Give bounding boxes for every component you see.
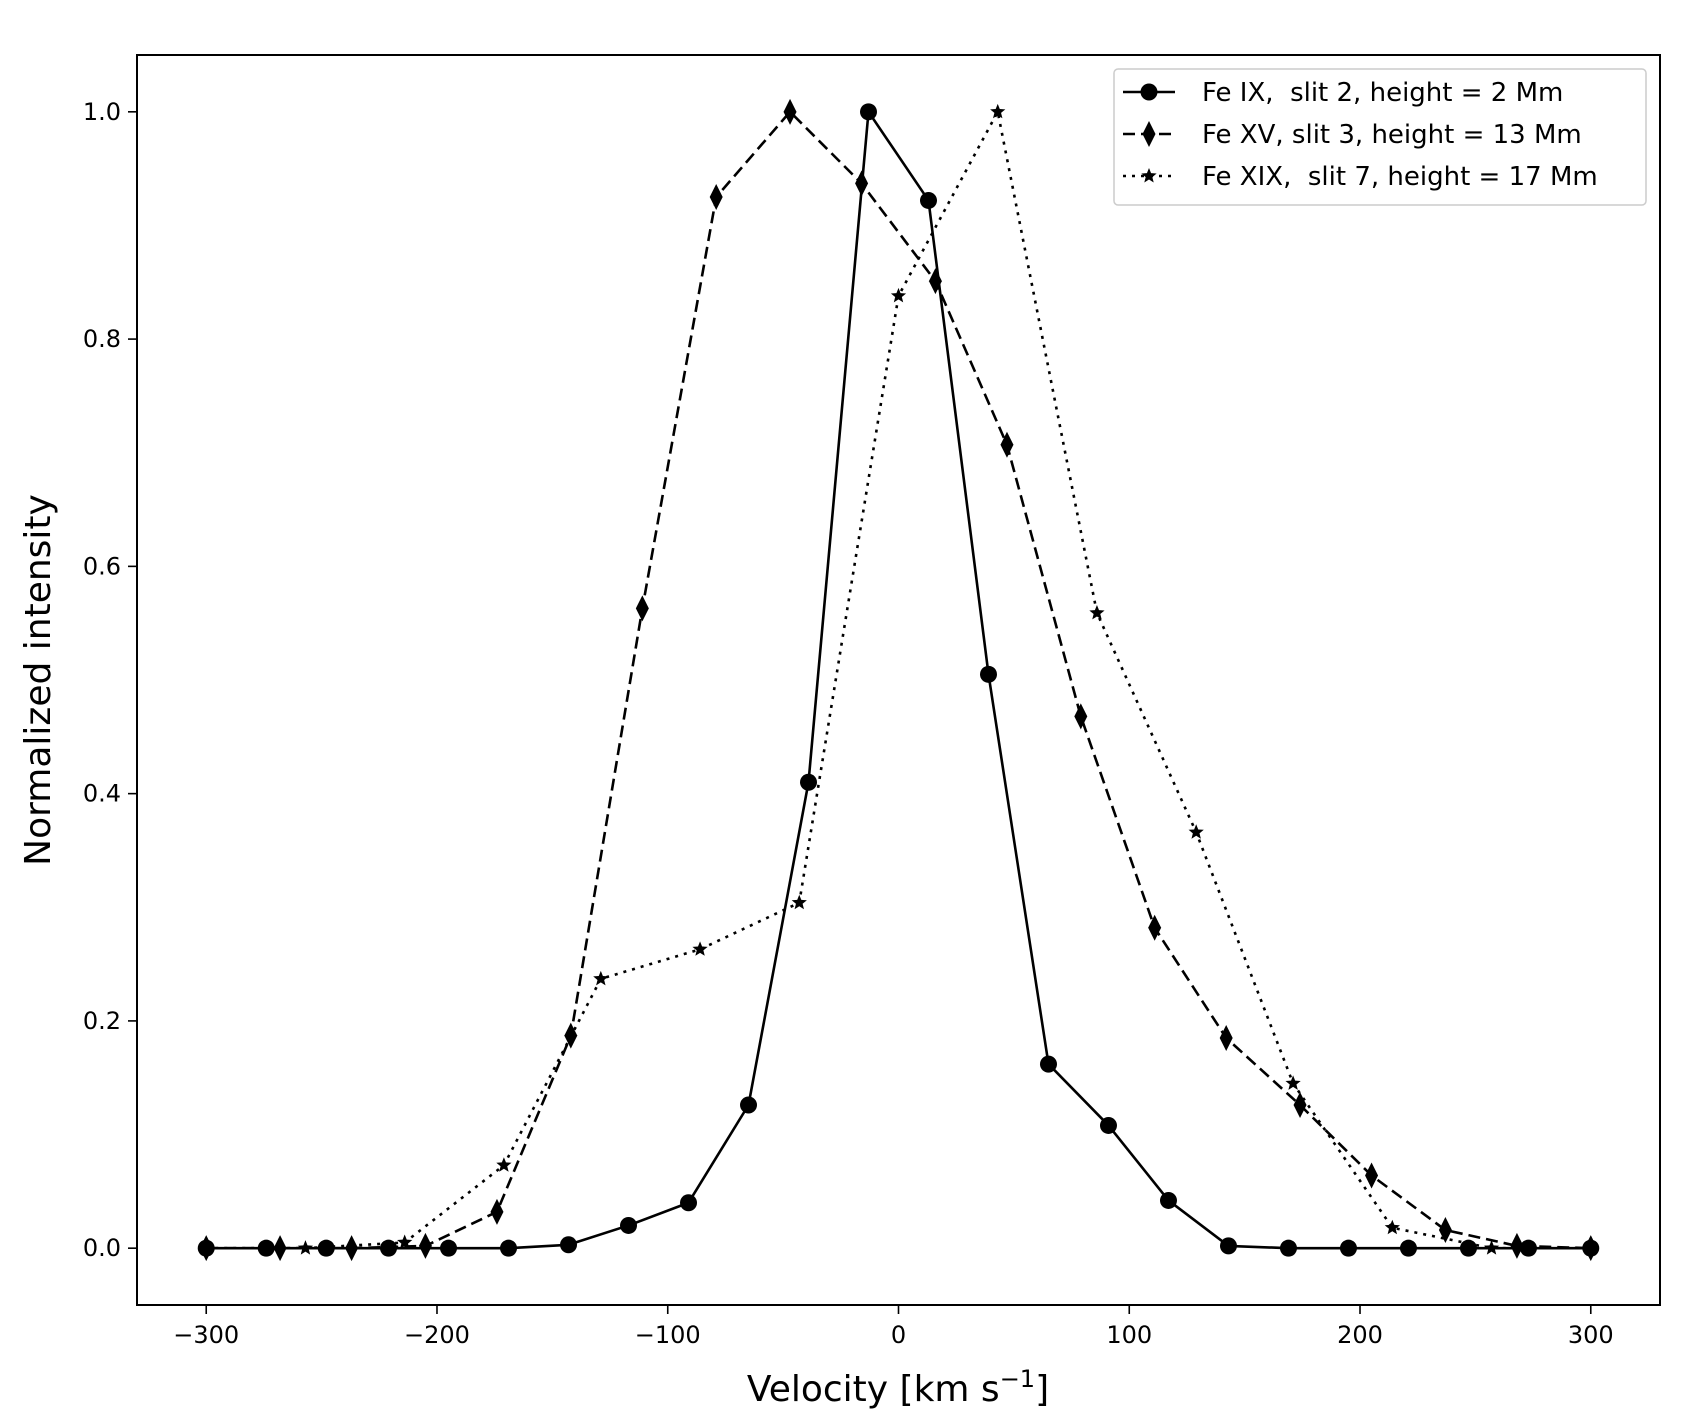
legend-entry-2: Fe XV, slit 3, height = 13 Mm <box>1123 120 1582 150</box>
data-point-diamond <box>1438 1217 1452 1243</box>
data-point-star <box>397 1234 413 1249</box>
data-point-star <box>1583 1240 1599 1255</box>
data-point-circle <box>1039 1055 1057 1073</box>
x-tick-label: −200 <box>404 1321 470 1349</box>
legend-label: Fe XIX, slit 7, height = 17 Mm <box>1202 162 1598 192</box>
x-tick-label: 100 <box>1106 1321 1152 1349</box>
data-point-star <box>1188 824 1204 839</box>
data-point-star <box>593 970 609 986</box>
data-point-diamond <box>1000 431 1014 458</box>
series-line <box>206 110 1591 1250</box>
data-point-circle <box>1459 1239 1477 1257</box>
data-point-circle <box>440 1239 458 1257</box>
plot-frame <box>136 54 1661 1306</box>
y-axis: 0.0 0.2 0.4 0.6 0.8 1.0 <box>83 98 137 1262</box>
data-point-circle <box>620 1216 638 1234</box>
data-point-diamond <box>783 98 797 125</box>
legend-label: Fe XV, slit 3, height = 13 Mm <box>1202 120 1582 150</box>
series-2 <box>199 98 1598 1262</box>
series-3 <box>198 103 1599 1255</box>
data-point-diamond <box>1293 1092 1307 1118</box>
data-point-diamond <box>1510 1232 1524 1259</box>
x-tick-label: 0 <box>891 1321 906 1349</box>
legend-entry-3: Fe XIX, slit 7, height = 17 Mm <box>1123 162 1598 192</box>
legend-marker-circle <box>1140 83 1158 101</box>
y-tick-label: 0.6 <box>83 552 121 580</box>
series-line <box>206 110 1591 1250</box>
legend-entry-1: Fe IX, slit 2, height = 2 Mm <box>1123 78 1563 108</box>
data-point-star <box>1483 1240 1500 1255</box>
data-point-star <box>990 103 1006 119</box>
data-point-circle <box>680 1194 698 1212</box>
data-point-circle <box>740 1096 758 1114</box>
data-point-diamond <box>635 595 649 622</box>
legend-box <box>1113 68 1647 206</box>
data-point-star <box>791 894 807 910</box>
data-point-diamond <box>1148 914 1162 941</box>
x-tick-label: 200 <box>1337 1321 1383 1349</box>
x-tick-label: −300 <box>173 1321 239 1349</box>
data-point-star <box>1384 1219 1400 1235</box>
data-point-circle <box>1339 1239 1357 1257</box>
data-point-diamond <box>1219 1024 1233 1051</box>
x-axis-title: Velocity [km s−1] <box>747 1365 1049 1410</box>
series-line <box>206 110 1591 1250</box>
x-axis: −300 −200 −100 0 100 200 300 <box>173 1305 1614 1349</box>
data-point-circle <box>919 191 937 209</box>
y-tick-label: 0.2 <box>83 1007 121 1035</box>
data-point-diamond <box>418 1232 432 1259</box>
data-point-circle <box>860 103 878 121</box>
legend-marker-diamond <box>1142 121 1156 147</box>
data-point-star <box>692 941 708 956</box>
y-tick-label: 1.0 <box>83 98 121 126</box>
data-point-star <box>198 1240 214 1255</box>
data-point-diamond <box>855 170 869 197</box>
y-tick-label: 0.0 <box>83 1234 121 1262</box>
y-tick-label: 0.4 <box>83 780 121 808</box>
series-1 <box>197 103 1600 1257</box>
data-point-circle <box>1219 1237 1237 1255</box>
data-point-star <box>1089 604 1105 620</box>
data-point-circle <box>1279 1239 1297 1257</box>
data-point-circle <box>979 665 997 683</box>
data-point-circle <box>500 1239 518 1257</box>
y-tick-label: 0.8 <box>83 325 121 353</box>
data-point-star <box>496 1157 512 1172</box>
x-axis-title-exponent: −1 <box>1000 1365 1035 1393</box>
data-point-star <box>297 1240 314 1255</box>
data-point-circle <box>1159 1191 1177 1209</box>
data-point-circle <box>1519 1239 1537 1257</box>
data-point-circle <box>1399 1239 1417 1257</box>
data-point-circle <box>800 773 818 791</box>
legend-marker-star <box>1141 168 1157 183</box>
x-tick-label: −100 <box>635 1321 701 1349</box>
data-point-star <box>1285 1075 1301 1090</box>
x-tick-label: 300 <box>1568 1321 1614 1349</box>
data-point-diamond <box>1074 703 1088 730</box>
data-point-circle <box>560 1236 578 1254</box>
data-point-diamond <box>345 1235 359 1262</box>
data-point-diamond <box>490 1198 504 1225</box>
legend: Fe IX, slit 2, height = 2 Mm Fe XV, slit … <box>1113 68 1647 206</box>
series-layer <box>197 98 1600 1262</box>
y-axis-title: Normalized intensity <box>18 494 59 866</box>
data-point-diamond <box>1365 1162 1379 1189</box>
data-point-diamond <box>928 268 942 295</box>
legend-label: Fe IX, slit 2, height = 2 Mm <box>1202 78 1563 108</box>
data-point-diamond <box>709 184 723 211</box>
data-point-circle <box>1099 1116 1117 1134</box>
data-point-star <box>890 287 907 303</box>
